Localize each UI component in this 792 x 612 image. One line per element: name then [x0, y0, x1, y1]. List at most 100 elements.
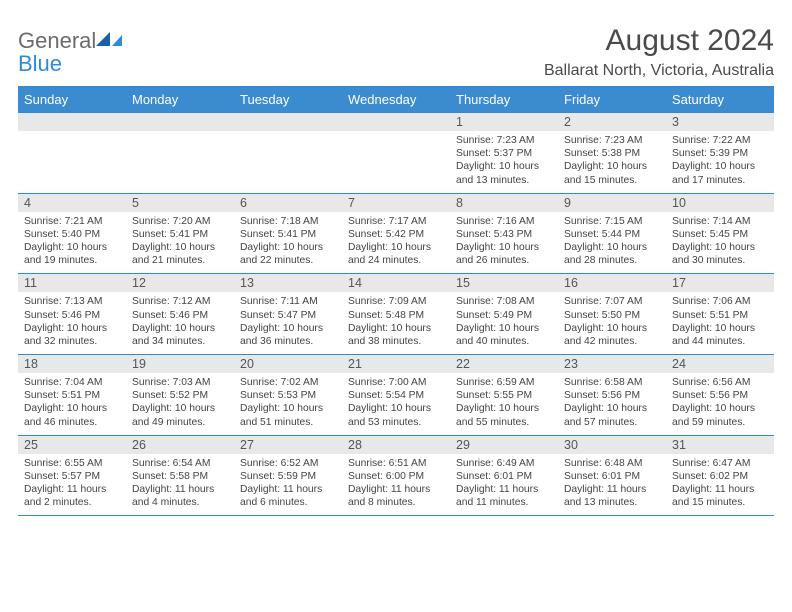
day-cell: 29Sunrise: 6:49 AMSunset: 6:01 PMDayligh… [450, 436, 558, 516]
day-cell: 21Sunrise: 7:00 AMSunset: 5:54 PMDayligh… [342, 355, 450, 435]
day-body: Sunrise: 7:14 AMSunset: 5:45 PMDaylight:… [666, 212, 774, 274]
day-body: Sunrise: 7:21 AMSunset: 5:40 PMDaylight:… [18, 212, 126, 274]
day-body: Sunrise: 6:59 AMSunset: 5:55 PMDaylight:… [450, 373, 558, 435]
day-cell: 28Sunrise: 6:51 AMSunset: 6:00 PMDayligh… [342, 436, 450, 516]
day-header: Wednesday [342, 88, 450, 112]
day-number: 27 [234, 436, 342, 454]
day-cell: 7Sunrise: 7:17 AMSunset: 5:42 PMDaylight… [342, 194, 450, 274]
day-number: 24 [666, 355, 774, 373]
day-cell: 22Sunrise: 6:59 AMSunset: 5:55 PMDayligh… [450, 355, 558, 435]
day-header: Friday [558, 88, 666, 112]
day-body: Sunrise: 6:58 AMSunset: 5:56 PMDaylight:… [558, 373, 666, 435]
day-body: Sunrise: 7:16 AMSunset: 5:43 PMDaylight:… [450, 212, 558, 274]
day-number: 10 [666, 194, 774, 212]
day-body: Sunrise: 7:11 AMSunset: 5:47 PMDaylight:… [234, 292, 342, 354]
day-cell [126, 113, 234, 193]
calendar: SundayMondayTuesdayWednesdayThursdayFrid… [18, 86, 774, 516]
empty-day-number [342, 113, 450, 131]
day-cell: 3Sunrise: 7:22 AMSunset: 5:39 PMDaylight… [666, 113, 774, 193]
day-cell: 27Sunrise: 6:52 AMSunset: 5:59 PMDayligh… [234, 436, 342, 516]
day-header: Monday [126, 88, 234, 112]
day-cell: 25Sunrise: 6:55 AMSunset: 5:57 PMDayligh… [18, 436, 126, 516]
logo-text: General Blue [18, 30, 122, 76]
day-header: Tuesday [234, 88, 342, 112]
day-cell: 16Sunrise: 7:07 AMSunset: 5:50 PMDayligh… [558, 274, 666, 354]
day-body: Sunrise: 7:09 AMSunset: 5:48 PMDaylight:… [342, 292, 450, 354]
day-number: 15 [450, 274, 558, 292]
day-cell: 10Sunrise: 7:14 AMSunset: 5:45 PMDayligh… [666, 194, 774, 274]
day-cell: 30Sunrise: 6:48 AMSunset: 6:01 PMDayligh… [558, 436, 666, 516]
week-row: 4Sunrise: 7:21 AMSunset: 5:40 PMDaylight… [18, 193, 774, 274]
day-number: 9 [558, 194, 666, 212]
month-title: August 2024 [544, 24, 774, 58]
logo-word-1: General [18, 28, 96, 53]
empty-day-number [126, 113, 234, 131]
day-body: Sunrise: 6:49 AMSunset: 6:01 PMDaylight:… [450, 454, 558, 516]
day-cell: 20Sunrise: 7:02 AMSunset: 5:53 PMDayligh… [234, 355, 342, 435]
logo-sail-icon [96, 32, 122, 48]
day-cell: 31Sunrise: 6:47 AMSunset: 6:02 PMDayligh… [666, 436, 774, 516]
day-body: Sunrise: 7:06 AMSunset: 5:51 PMDaylight:… [666, 292, 774, 354]
day-body: Sunrise: 7:13 AMSunset: 5:46 PMDaylight:… [18, 292, 126, 354]
logo-word-2: Blue [18, 51, 62, 76]
week-row: 11Sunrise: 7:13 AMSunset: 5:46 PMDayligh… [18, 273, 774, 354]
week-row: 18Sunrise: 7:04 AMSunset: 5:51 PMDayligh… [18, 354, 774, 435]
day-cell: 26Sunrise: 6:54 AMSunset: 5:58 PMDayligh… [126, 436, 234, 516]
day-cell [18, 113, 126, 193]
day-number: 13 [234, 274, 342, 292]
day-body: Sunrise: 6:48 AMSunset: 6:01 PMDaylight:… [558, 454, 666, 516]
day-body: Sunrise: 7:17 AMSunset: 5:42 PMDaylight:… [342, 212, 450, 274]
title-block: August 2024 Ballarat North, Victoria, Au… [544, 24, 774, 80]
day-body: Sunrise: 6:51 AMSunset: 6:00 PMDaylight:… [342, 454, 450, 516]
week-row: 25Sunrise: 6:55 AMSunset: 5:57 PMDayligh… [18, 435, 774, 516]
day-number: 23 [558, 355, 666, 373]
day-number: 11 [18, 274, 126, 292]
day-header: Thursday [450, 88, 558, 112]
day-cell: 8Sunrise: 7:16 AMSunset: 5:43 PMDaylight… [450, 194, 558, 274]
header: General Blue August 2024 Ballarat North,… [18, 24, 774, 80]
day-header: Sunday [18, 88, 126, 112]
day-cell: 6Sunrise: 7:18 AMSunset: 5:41 PMDaylight… [234, 194, 342, 274]
day-cell: 14Sunrise: 7:09 AMSunset: 5:48 PMDayligh… [342, 274, 450, 354]
day-cell [234, 113, 342, 193]
day-body: Sunrise: 7:18 AMSunset: 5:41 PMDaylight:… [234, 212, 342, 274]
day-number: 6 [234, 194, 342, 212]
day-cell: 5Sunrise: 7:20 AMSunset: 5:41 PMDaylight… [126, 194, 234, 274]
empty-day-number [18, 113, 126, 131]
day-cell: 15Sunrise: 7:08 AMSunset: 5:49 PMDayligh… [450, 274, 558, 354]
day-body: Sunrise: 7:23 AMSunset: 5:37 PMDaylight:… [450, 131, 558, 193]
day-number: 29 [450, 436, 558, 454]
day-number: 14 [342, 274, 450, 292]
empty-day-number [234, 113, 342, 131]
day-number: 19 [126, 355, 234, 373]
day-number: 16 [558, 274, 666, 292]
location: Ballarat North, Victoria, Australia [544, 62, 774, 80]
day-body: Sunrise: 7:15 AMSunset: 5:44 PMDaylight:… [558, 212, 666, 274]
day-body: Sunrise: 7:23 AMSunset: 5:38 PMDaylight:… [558, 131, 666, 193]
day-body: Sunrise: 7:07 AMSunset: 5:50 PMDaylight:… [558, 292, 666, 354]
day-number: 7 [342, 194, 450, 212]
day-number: 2 [558, 113, 666, 131]
logo: General Blue [18, 24, 122, 76]
day-number: 26 [126, 436, 234, 454]
day-body: Sunrise: 7:02 AMSunset: 5:53 PMDaylight:… [234, 373, 342, 435]
day-body: Sunrise: 7:20 AMSunset: 5:41 PMDaylight:… [126, 212, 234, 274]
day-header-row: SundayMondayTuesdayWednesdayThursdayFrid… [18, 88, 774, 112]
day-cell: 24Sunrise: 6:56 AMSunset: 5:56 PMDayligh… [666, 355, 774, 435]
day-body: Sunrise: 7:03 AMSunset: 5:52 PMDaylight:… [126, 373, 234, 435]
day-body: Sunrise: 6:52 AMSunset: 5:59 PMDaylight:… [234, 454, 342, 516]
day-number: 4 [18, 194, 126, 212]
day-cell: 4Sunrise: 7:21 AMSunset: 5:40 PMDaylight… [18, 194, 126, 274]
day-cell: 17Sunrise: 7:06 AMSunset: 5:51 PMDayligh… [666, 274, 774, 354]
day-number: 17 [666, 274, 774, 292]
day-cell: 1Sunrise: 7:23 AMSunset: 5:37 PMDaylight… [450, 113, 558, 193]
day-cell: 18Sunrise: 7:04 AMSunset: 5:51 PMDayligh… [18, 355, 126, 435]
day-body: Sunrise: 7:22 AMSunset: 5:39 PMDaylight:… [666, 131, 774, 193]
day-number: 1 [450, 113, 558, 131]
day-number: 28 [342, 436, 450, 454]
day-body: Sunrise: 7:00 AMSunset: 5:54 PMDaylight:… [342, 373, 450, 435]
day-number: 25 [18, 436, 126, 454]
day-number: 18 [18, 355, 126, 373]
day-body: Sunrise: 7:12 AMSunset: 5:46 PMDaylight:… [126, 292, 234, 354]
day-body: Sunrise: 7:04 AMSunset: 5:51 PMDaylight:… [18, 373, 126, 435]
